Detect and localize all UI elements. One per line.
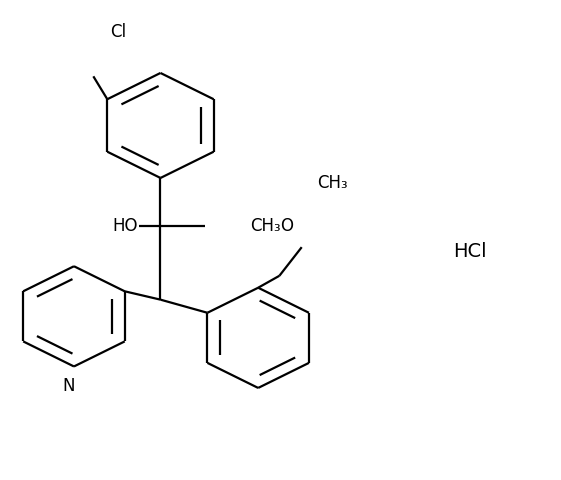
Text: N: N [62,376,75,395]
Text: HO: HO [113,216,138,235]
Text: CH₃: CH₃ [317,174,347,192]
Text: CH₃: CH₃ [250,216,280,235]
Text: HCl: HCl [453,242,487,262]
Text: O: O [280,216,293,235]
Text: Cl: Cl [111,24,126,41]
